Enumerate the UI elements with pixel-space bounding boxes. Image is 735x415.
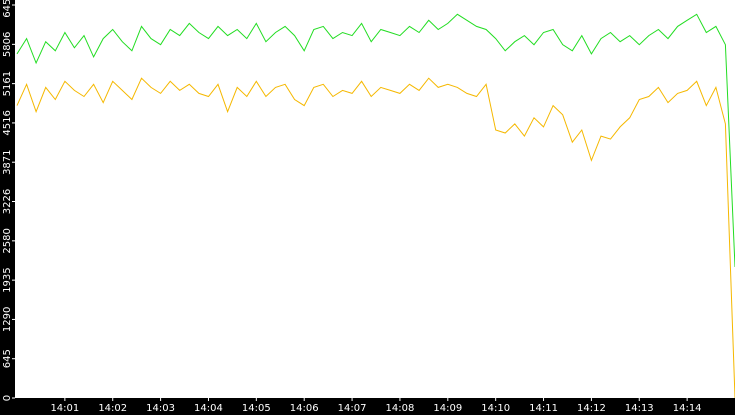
y-tick-label: 1935	[2, 267, 13, 292]
x-tick-label: 14:02	[98, 403, 127, 414]
series-line	[16, 77, 735, 399]
x-tick-label: 14:01	[50, 403, 79, 414]
y-tick-label: 2580	[2, 228, 13, 253]
y-tick-label: 645	[2, 349, 13, 368]
y-axis-strip	[0, 0, 15, 415]
y-tick-label: 4516	[2, 110, 13, 135]
y-tick-label: 0	[2, 395, 13, 401]
x-tick-label: 14:06	[290, 403, 319, 414]
x-tick-label: 14:05	[242, 403, 271, 414]
y-tick-label: 1290	[2, 307, 13, 332]
x-tick-label: 14:12	[577, 403, 606, 414]
x-tick-label: 14:08	[386, 403, 415, 414]
x-tick-label: 14:10	[481, 403, 510, 414]
y-tick-label: 5161	[2, 71, 13, 96]
x-tick-label: 14:03	[146, 403, 175, 414]
x-axis-strip	[0, 398, 735, 415]
x-tick-label: 14:07	[338, 403, 367, 414]
x-tick-label: 14:14	[673, 403, 702, 414]
x-tick-label: 14:11	[529, 403, 558, 414]
y-tick-label: 6452	[2, 0, 13, 18]
x-tick-label: 14:04	[194, 403, 223, 414]
y-tick-label: 5806	[2, 32, 13, 57]
y-tick-label: 3226	[2, 189, 13, 214]
x-tick-label: 14:09	[433, 403, 462, 414]
y-tick-label: 3871	[2, 149, 13, 174]
series-line	[16, 13, 735, 268]
x-tick-label: 14:13	[625, 403, 654, 414]
